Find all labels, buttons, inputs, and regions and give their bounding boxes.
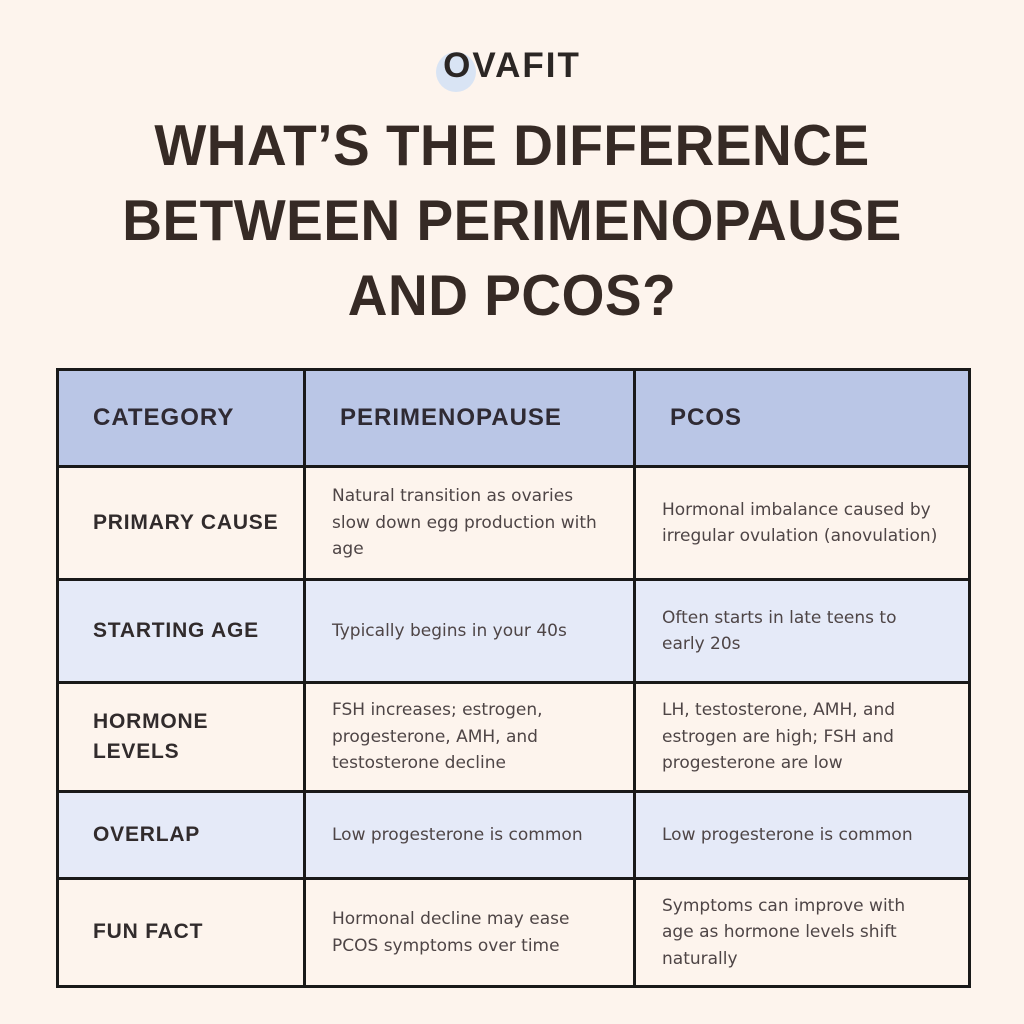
starting-age-perimenopause-cell: Typically begins in your 40s bbox=[303, 578, 636, 684]
title-line-3: AND PCOS? bbox=[347, 262, 677, 328]
page-title: WHAT’S THE DIFFERENCE BETWEEN PERIMENOPA… bbox=[0, 108, 1024, 333]
title-line-2: BETWEEN PERIMENOPAUSE bbox=[122, 188, 902, 253]
table-row-starting-age: STARTING AGE Typically begins in your 40… bbox=[56, 578, 971, 684]
row-label-overlap: OVERLAP bbox=[56, 790, 306, 880]
table-row-hormone-levels: HORMONE LEVELS FSH increases; estrogen, … bbox=[56, 681, 971, 793]
comparison-table: CATEGORY PERIMENOPAUSE PCOS PRIMARY CAUS… bbox=[56, 368, 971, 988]
starting-age-pcos-cell: Often starts in late teens to early 20s bbox=[633, 578, 971, 684]
logo-letter-o-text: O bbox=[443, 46, 473, 85]
hormone-levels-perimenopause-cell: FSH increases; estrogen, progesterone, A… bbox=[303, 681, 636, 793]
brand-logo: O VAFIT bbox=[0, 0, 1024, 92]
row-label-hormone-levels: HORMONE LEVELS bbox=[56, 681, 306, 793]
hormone-levels-pcos-cell: LH, testosterone, AMH, and estrogen are … bbox=[633, 681, 971, 793]
logo-rest-text: VAFIT bbox=[472, 46, 581, 85]
table-header-row: CATEGORY PERIMENOPAUSE PCOS bbox=[56, 368, 971, 468]
overlap-pcos-cell: Low progesterone is common bbox=[633, 790, 971, 880]
fun-fact-pcos-cell: Symptoms can improve with age as hormone… bbox=[633, 877, 971, 988]
title-line-1: WHAT’S THE DIFFERENCE bbox=[154, 113, 870, 178]
overlap-perimenopause-cell: Low progesterone is common bbox=[303, 790, 636, 880]
logo-letter-o: O bbox=[436, 46, 477, 92]
header-category: CATEGORY bbox=[56, 368, 306, 468]
primary-cause-perimenopause-cell: Natural transition as ovaries slow down … bbox=[303, 465, 636, 581]
primary-cause-pcos-cell: Hormonal imbalance caused by irregular o… bbox=[633, 465, 971, 581]
table-row-overlap: OVERLAP Low progesterone is common Low p… bbox=[56, 790, 971, 880]
fun-fact-perimenopause-cell: Hormonal decline may ease PCOS symptoms … bbox=[303, 877, 636, 988]
table-row-primary-cause: PRIMARY CAUSE Natural transition as ovar… bbox=[56, 465, 971, 581]
row-label-primary-cause: PRIMARY CAUSE bbox=[56, 465, 306, 581]
table-row-fun-fact: FUN FACT Hormonal decline may ease PCOS … bbox=[56, 877, 971, 988]
header-pcos: PCOS bbox=[633, 368, 971, 468]
header-perimenopause: PERIMENOPAUSE bbox=[303, 368, 636, 468]
row-label-fun-fact: FUN FACT bbox=[56, 877, 306, 988]
row-label-starting-age: STARTING AGE bbox=[56, 578, 306, 684]
